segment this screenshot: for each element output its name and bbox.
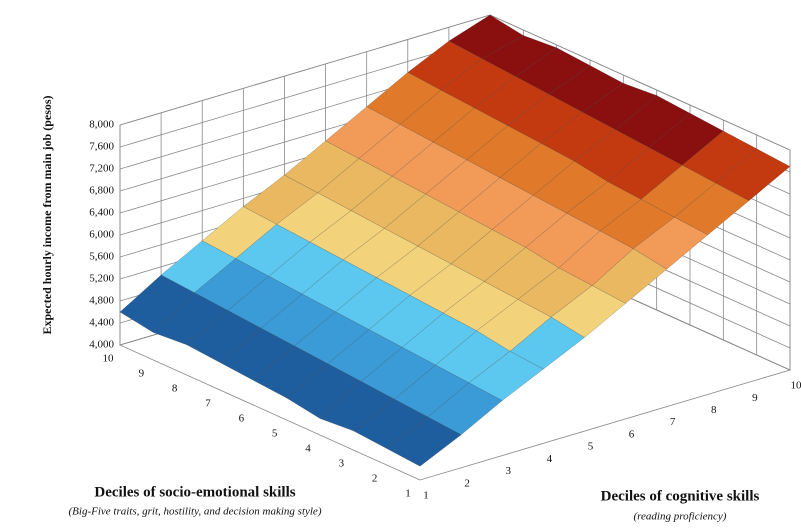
z-tick-label: 8,000 [89, 119, 114, 131]
cog-tick-label: 1 [423, 490, 429, 502]
z-axis-title: Expected hourly income from main job (pe… [40, 95, 54, 334]
se-axis-subtitle: (Big-Five traits, grit, hostility, and d… [69, 506, 322, 518]
cog-tick-label: 3 [505, 465, 511, 477]
z-tick-label: 6,400 [89, 207, 114, 219]
cog-tick-label: 7 [670, 416, 676, 428]
se-tick-label: 9 [139, 368, 145, 380]
z-tick-label: 5,200 [89, 273, 114, 285]
se-tick-label: 10 [103, 353, 115, 365]
cog-axis-subtitle: (reading proficiency) [634, 511, 727, 523]
se-tick-label: 1 [405, 488, 411, 500]
z-tick-label: 7,200 [89, 163, 114, 175]
se-tick-label: 7 [205, 398, 211, 410]
cog-tick-label: 6 [629, 428, 635, 440]
se-tick-label: 5 [272, 428, 278, 440]
se-tick-label: 4 [305, 443, 311, 455]
z-tick-label: 4,000 [89, 339, 114, 351]
cog-tick-label: 8 [711, 404, 717, 416]
z-tick-label: 7,600 [89, 141, 114, 153]
cog-tick-label: 9 [752, 392, 758, 404]
se-tick-label: 8 [172, 383, 178, 395]
cog-axis-title: Deciles of cognitive skills [601, 488, 760, 504]
cog-tick-label: 4 [547, 453, 553, 465]
se-tick-label: 6 [239, 413, 245, 425]
cog-tick-label: 2 [464, 477, 470, 489]
z-tick-label: 4,400 [89, 317, 114, 329]
cog-tick-label: 10 [791, 380, 801, 392]
z-tick-label: 6,800 [89, 185, 114, 197]
se-tick-label: 3 [339, 458, 345, 470]
surface-patch [386, 416, 462, 467]
z-tick-label: 4,800 [89, 295, 114, 307]
se-tick-label: 2 [372, 473, 378, 485]
z-tick-label: 6,000 [89, 229, 114, 241]
se-axis-title: Deciles of socio-emotional skills [94, 484, 295, 500]
cog-tick-label: 5 [588, 441, 594, 453]
z-tick-label: 5,600 [89, 251, 114, 263]
